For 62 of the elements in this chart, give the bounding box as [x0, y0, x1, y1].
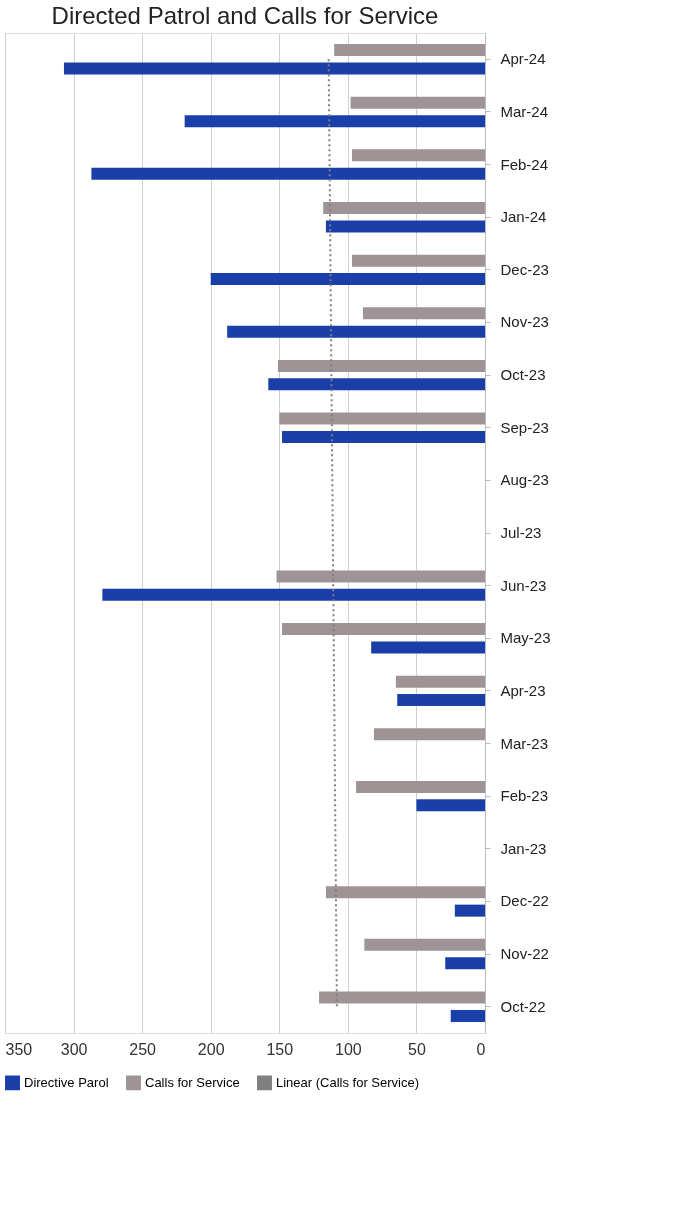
bar: [91, 167, 485, 180]
bar: [276, 570, 485, 583]
bar: [210, 273, 485, 286]
bar: [351, 149, 485, 162]
bar: [334, 44, 485, 57]
y-tick-label: May-23: [500, 629, 551, 647]
bar: [227, 325, 485, 338]
x-tick-label: 150: [266, 1040, 294, 1058]
bar: [416, 799, 485, 812]
bar: [63, 62, 485, 75]
bar: [277, 359, 485, 372]
y-tick-label: Jul-23: [500, 524, 542, 541]
y-tick-label: Sep-23: [500, 418, 549, 436]
y-tick-label: Feb-24: [500, 155, 549, 173]
legend-label: Calls for Service: [145, 1074, 240, 1090]
bar: [395, 675, 485, 688]
bar: [319, 991, 485, 1004]
y-tick-label: Oct-23: [500, 366, 546, 384]
bar: [279, 412, 485, 425]
y-tick-label: Dec-23: [500, 260, 549, 278]
bar: [184, 115, 485, 128]
y-tick-label: Oct-22: [500, 997, 546, 1015]
x-tick-label: 300: [60, 1040, 88, 1058]
y-tick-label: Apr-24: [500, 50, 546, 68]
bar: [373, 728, 485, 741]
chart-title: Directed Patrol and Calls for Service: [51, 2, 439, 29]
x-tick-label: 0: [476, 1040, 486, 1058]
bar: [445, 957, 485, 970]
bar: [350, 96, 485, 109]
legend-label: Linear (Calls for Service): [276, 1074, 420, 1090]
bar: [450, 1009, 485, 1022]
bar: [371, 641, 485, 654]
bar: [362, 307, 485, 320]
x-tick-label: 100: [335, 1040, 362, 1058]
bar: [364, 938, 485, 951]
y-tick-label: Jun-23: [500, 576, 547, 594]
bar: [102, 588, 485, 601]
y-tick-label: Nov-23: [500, 313, 549, 331]
y-tick-label: Mar-23: [500, 734, 549, 752]
x-tick-label: 350: [5, 1040, 33, 1058]
bar: [454, 904, 485, 917]
x-tick-label: 200: [197, 1040, 225, 1058]
bar: [282, 623, 485, 636]
bar: [323, 202, 485, 214]
y-tick-label: Jan-23: [500, 839, 547, 857]
y-tick-label: Aug-23: [500, 471, 549, 489]
bar: [325, 220, 485, 233]
bar: [397, 694, 485, 707]
x-tick-label: 250: [129, 1040, 157, 1058]
bar: [282, 430, 485, 443]
y-tick-label: Apr-23: [500, 681, 546, 699]
x-tick-label: 50: [408, 1040, 426, 1058]
y-tick-label: Feb-23: [500, 787, 549, 805]
y-tick-label: Nov-22: [500, 945, 549, 963]
bar: [356, 780, 485, 793]
y-tick-label: Mar-24: [500, 102, 549, 120]
bar: [351, 254, 485, 267]
bar: [325, 886, 485, 899]
y-tick-label: Dec-22: [500, 892, 549, 910]
bar: [268, 378, 485, 391]
legend-label: Directive Parol: [24, 1074, 109, 1090]
y-tick-label: Jan-24: [500, 208, 547, 226]
